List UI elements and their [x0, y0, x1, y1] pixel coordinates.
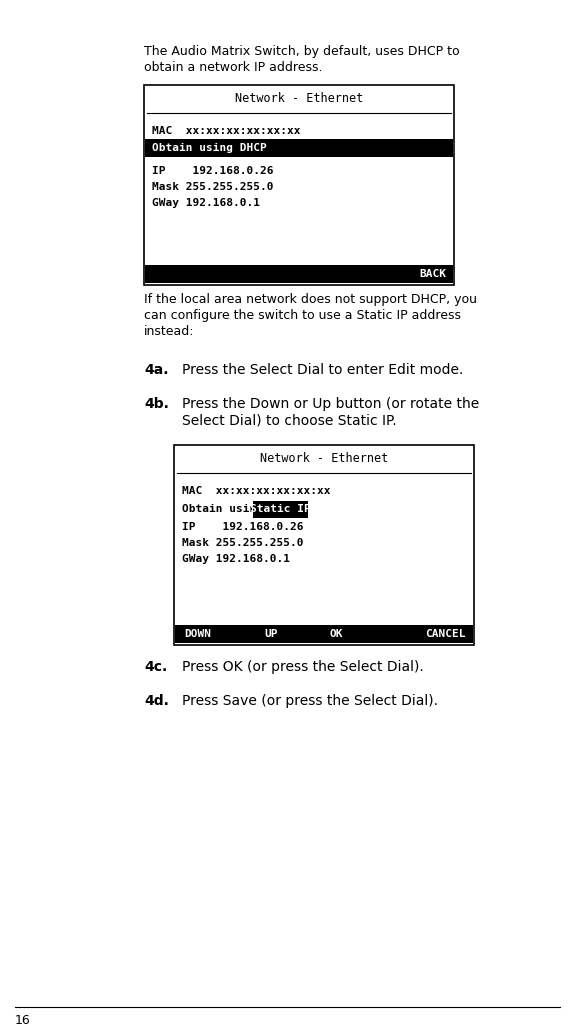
Text: DOWN: DOWN: [184, 629, 211, 639]
Text: CANCEL: CANCEL: [425, 629, 466, 639]
Text: GWay 192.168.0.1: GWay 192.168.0.1: [152, 198, 260, 208]
Text: Press the Down or Up button (or rotate the: Press the Down or Up button (or rotate t…: [182, 397, 479, 411]
Text: Obtain using: Obtain using: [182, 504, 270, 514]
Text: Press the Select Dial to enter Edit mode.: Press the Select Dial to enter Edit mode…: [182, 363, 464, 377]
Bar: [253, 501, 308, 518]
Text: BACK: BACK: [419, 269, 446, 279]
Text: 4d.: 4d.: [144, 694, 169, 708]
Bar: [144, 85, 454, 285]
Bar: [175, 625, 473, 643]
Text: 16: 16: [15, 1013, 31, 1027]
Text: If the local area network does not support DHCP, you: If the local area network does not suppo…: [144, 293, 477, 306]
Text: Select Dial) to choose Static IP.: Select Dial) to choose Static IP.: [182, 414, 397, 428]
Text: obtain a network IP address.: obtain a network IP address.: [144, 61, 323, 73]
Text: Obtain using DHCP: Obtain using DHCP: [152, 143, 267, 153]
Text: IP    192.168.0.26: IP 192.168.0.26: [152, 166, 273, 176]
Text: Mask 255.255.255.0: Mask 255.255.255.0: [152, 182, 273, 193]
Text: can configure the switch to use a Static IP address: can configure the switch to use a Static…: [144, 309, 461, 322]
Text: Network - Ethernet: Network - Ethernet: [235, 92, 363, 106]
Bar: [174, 445, 474, 645]
Text: UP: UP: [264, 629, 277, 639]
Text: GWay 192.168.0.1: GWay 192.168.0.1: [182, 554, 290, 564]
Bar: [145, 139, 453, 157]
Text: IP    192.168.0.26: IP 192.168.0.26: [182, 522, 303, 532]
Text: Press OK (or press the Select Dial).: Press OK (or press the Select Dial).: [182, 660, 424, 674]
Text: instead:: instead:: [144, 325, 195, 338]
Text: 4c.: 4c.: [144, 660, 167, 674]
Text: OK: OK: [330, 629, 343, 639]
Text: 4a.: 4a.: [144, 363, 169, 377]
Text: The Audio Matrix Switch, by default, uses DHCP to: The Audio Matrix Switch, by default, use…: [144, 45, 460, 58]
Text: Network - Ethernet: Network - Ethernet: [260, 452, 388, 466]
Bar: [145, 265, 453, 283]
Text: 4b.: 4b.: [144, 397, 169, 411]
Text: Static IP: Static IP: [250, 504, 310, 514]
Text: MAC  xx:xx:xx:xx:xx:xx: MAC xx:xx:xx:xx:xx:xx: [152, 126, 301, 136]
Text: Press Save (or press the Select Dial).: Press Save (or press the Select Dial).: [182, 694, 438, 708]
Text: Mask 255.255.255.0: Mask 255.255.255.0: [182, 538, 303, 548]
Text: MAC  xx:xx:xx:xx:xx:xx: MAC xx:xx:xx:xx:xx:xx: [182, 486, 331, 496]
